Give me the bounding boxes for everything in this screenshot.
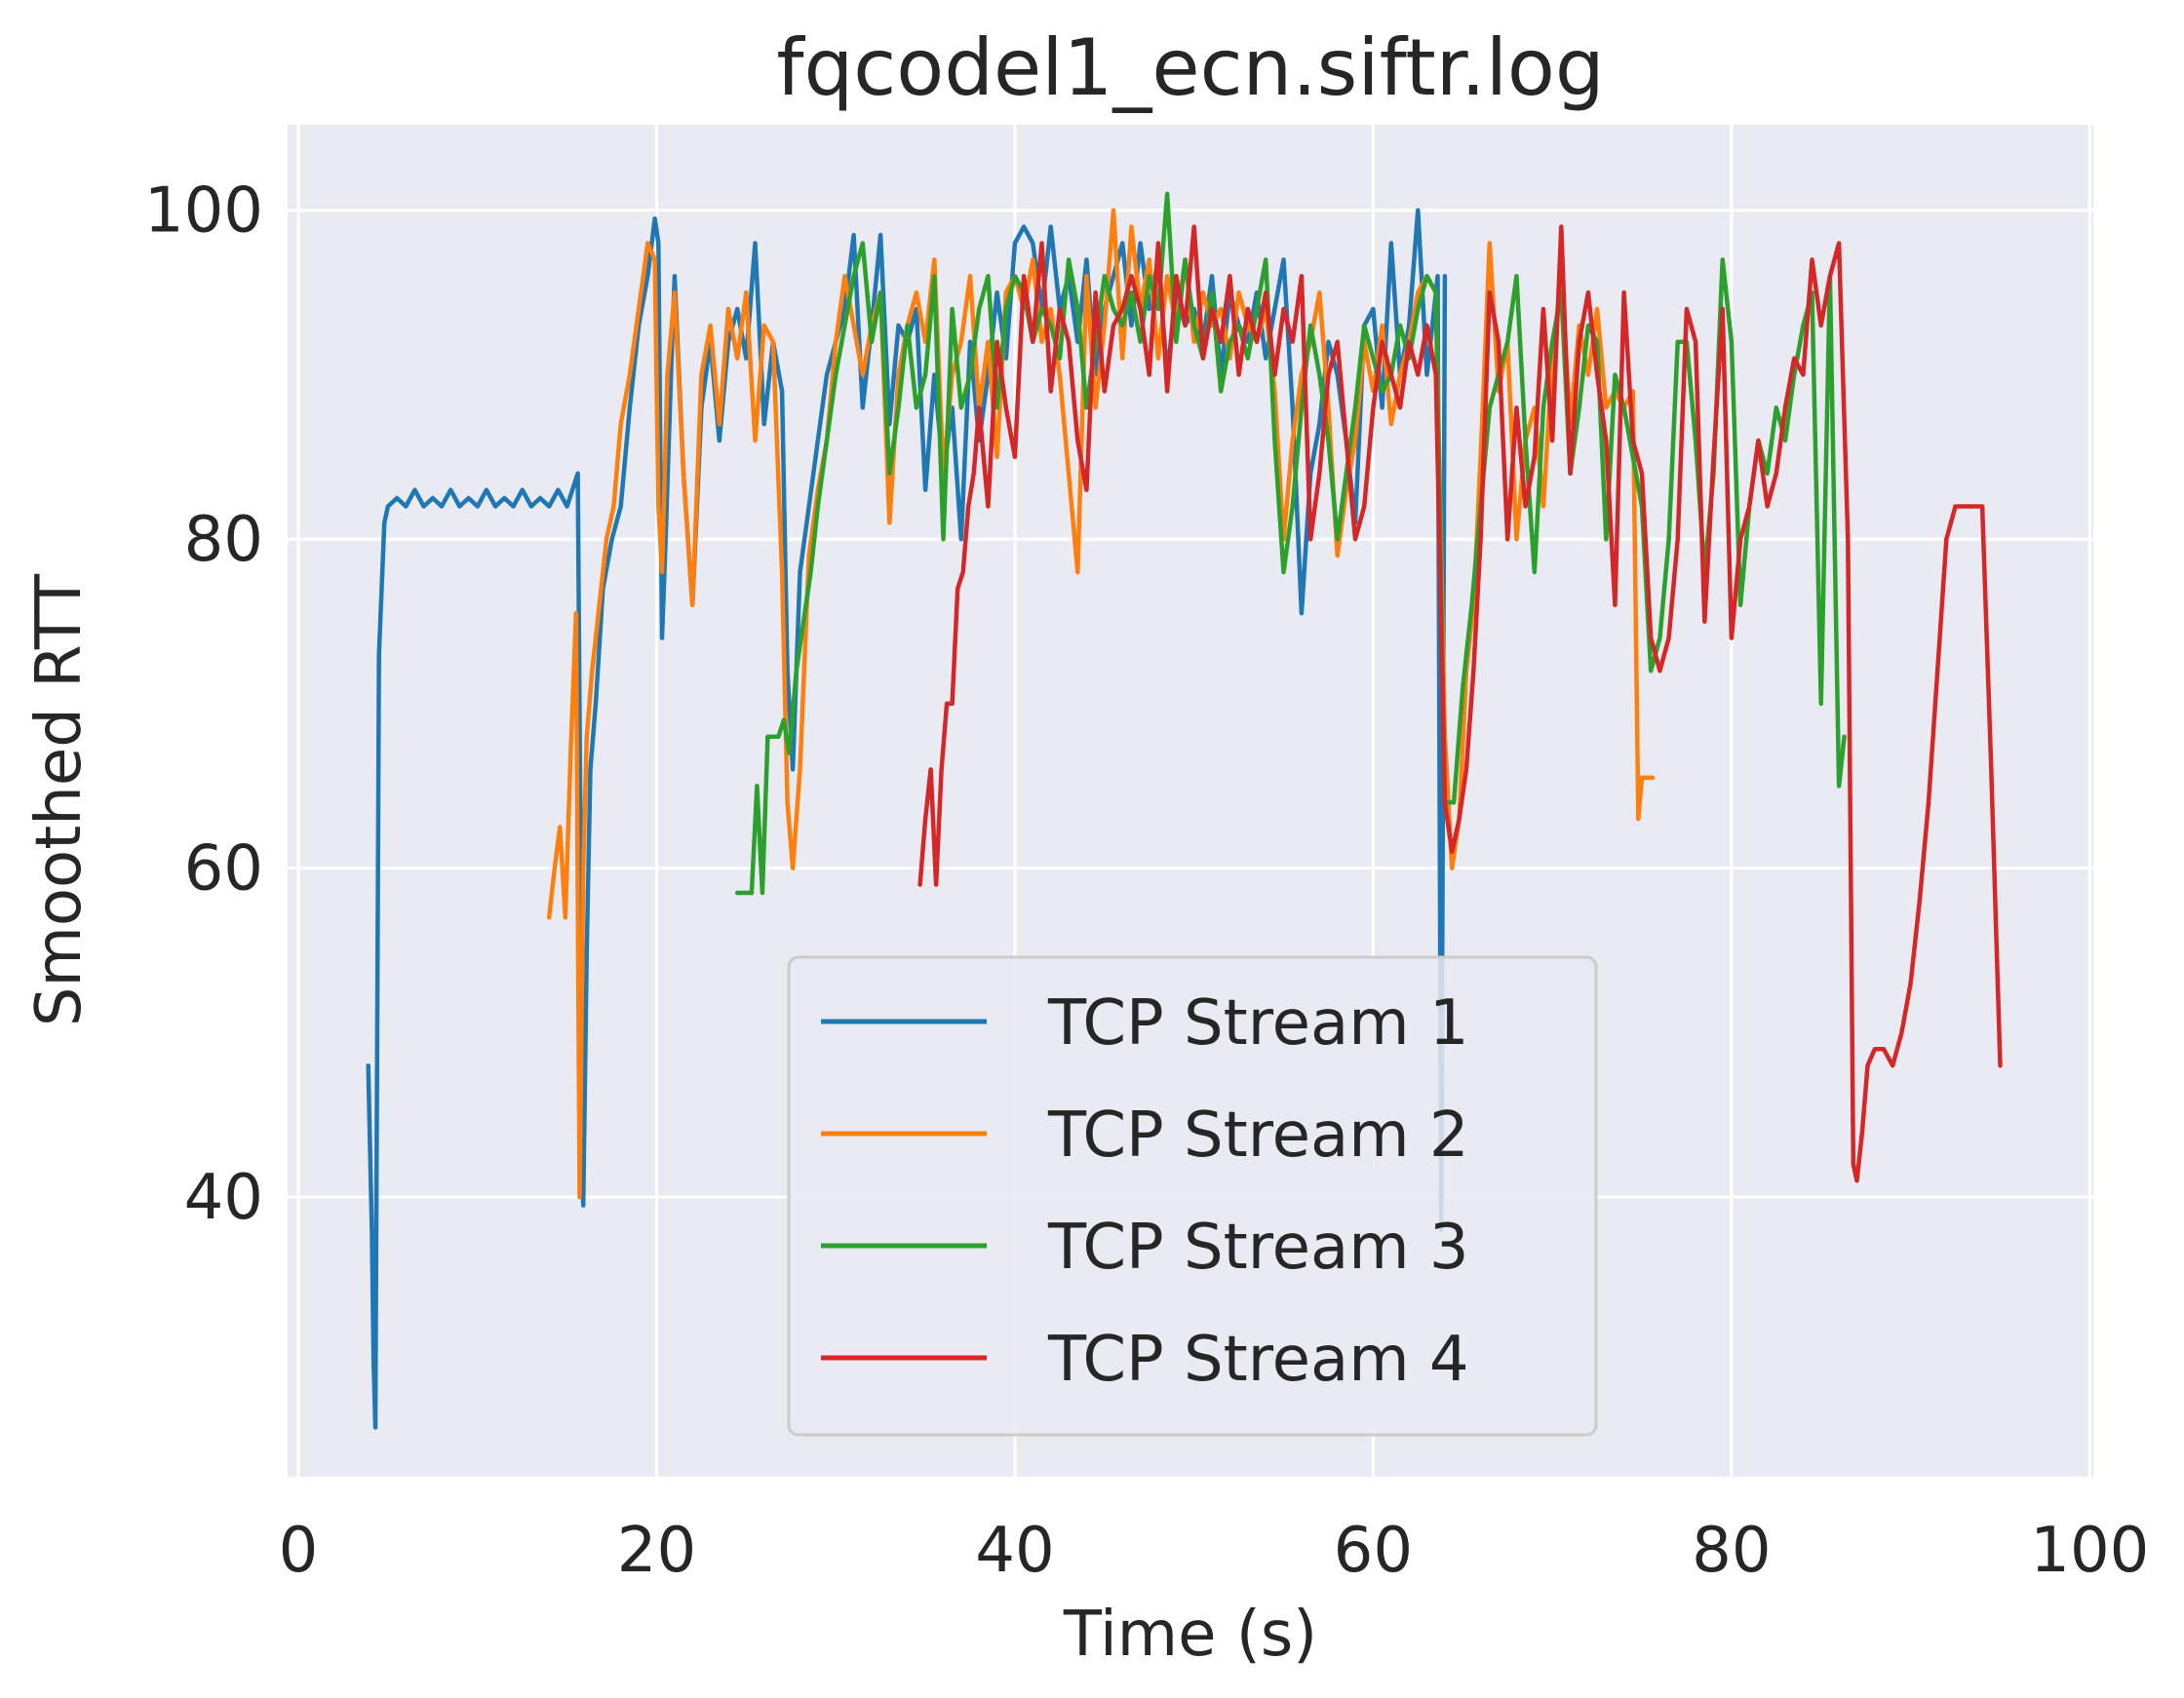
x-axis-label: Time (s) (1063, 1599, 1317, 1671)
series-line-1 (366, 208, 1448, 1430)
series-lines (366, 191, 2003, 1430)
x-tick-label: 0 (279, 1515, 319, 1587)
series-line-3 (734, 191, 1847, 896)
x-tick-label: 60 (1334, 1515, 1413, 1587)
legend-label-2: TCP Stream 2 (1047, 1100, 1469, 1172)
y-tick-label: 80 (184, 504, 263, 576)
x-tick-label: 40 (975, 1515, 1054, 1587)
y-tick-label: 40 (184, 1162, 263, 1234)
x-tick-labels: 0 20 40 60 80 100 (279, 1515, 2150, 1587)
y-tick-label: 60 (184, 833, 263, 906)
x-tick-label: 80 (1692, 1515, 1771, 1587)
chart-title: fqcodel1_ecn.siftr.log (776, 22, 1604, 113)
legend-label-1: TCP Stream 1 (1047, 987, 1469, 1060)
x-tick-label: 20 (617, 1515, 696, 1587)
legend-label-4: TCP Stream 4 (1047, 1324, 1469, 1396)
y-tick-labels: 40 60 80 100 (144, 175, 263, 1234)
legend-box (787, 955, 1598, 1437)
y-tick-label: 100 (144, 175, 263, 248)
y-axis-label: Smoothed RTT (23, 573, 96, 1026)
legend: TCP Stream 1 TCP Stream 2 TCP Stream 3 TCP … (787, 955, 1598, 1437)
legend-label-3: TCP Stream 3 (1047, 1212, 1469, 1284)
series-line-4 (917, 224, 2003, 1183)
x-tick-label: 100 (2030, 1515, 2149, 1587)
